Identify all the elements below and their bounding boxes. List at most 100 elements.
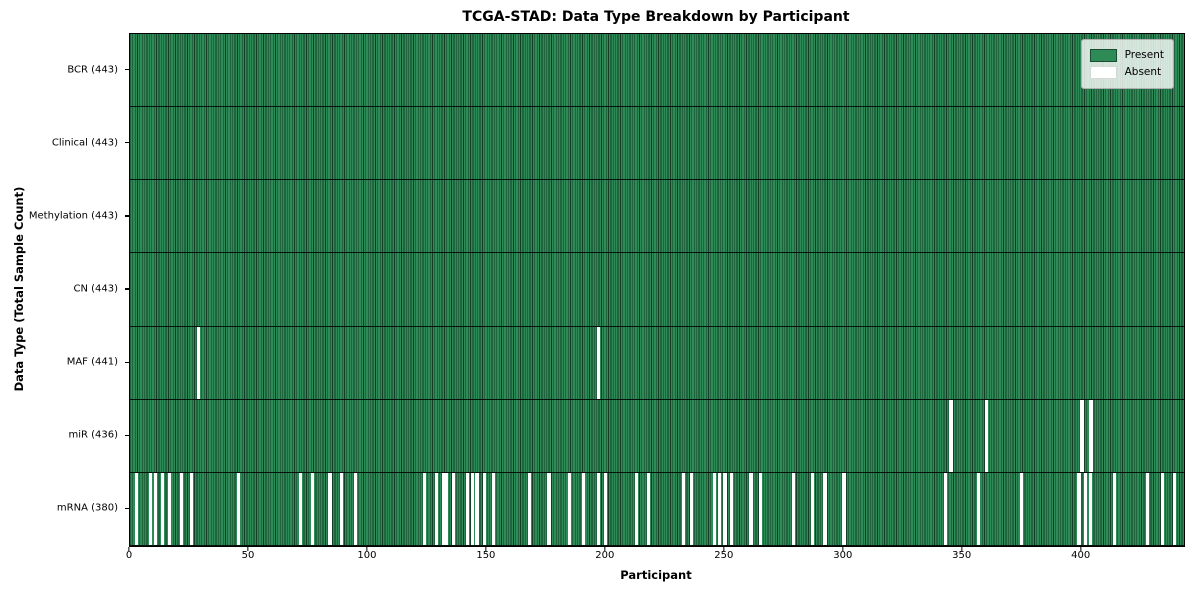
y-tick-mark-miR (125, 434, 129, 436)
absent-stripe-mRNA-135 (451, 472, 455, 545)
absent-stripe-mRNA-278 (791, 472, 795, 545)
x-tick-mark-400 (1080, 546, 1082, 551)
absent-stripe-mRNA-374 (1020, 472, 1024, 545)
chart-title: TCGA-STAD: Data Type Breakdown by Partic… (462, 9, 850, 25)
x-tick-mark-100 (366, 546, 368, 551)
absent-stripe-mRNA-212 (634, 472, 638, 545)
x-tick-mark-50 (247, 546, 249, 551)
absent-stripe-mRNA-94 (354, 472, 358, 545)
heatmap-row-mRNA (130, 472, 1184, 546)
absent-stripe-mRNA-25 (189, 472, 193, 545)
absent-stripe-mRNA-21 (180, 472, 184, 545)
y-tick-label-miR: miR (436) (68, 429, 118, 441)
y-tick-mark-mRNA (125, 507, 129, 510)
legend-item-absent: Absent (1089, 65, 1164, 80)
x-tick-label-350: 350 (952, 550, 972, 561)
absent-stripe-mRNA-401 (1084, 472, 1088, 545)
absent-stripe-mRNA-403 (1089, 472, 1093, 545)
plot-area: Present Absent (129, 33, 1185, 547)
x-tick-label-0: 0 (125, 550, 133, 561)
absent-stripe-mRNA-148 (482, 472, 486, 545)
absent-stripe-mRNA-76 (311, 472, 315, 545)
absent-stripe-mRNA-2 (135, 472, 139, 545)
absent-stripe-mRNA-235 (689, 472, 693, 545)
absent-stripe-mRNA-184 (568, 472, 572, 545)
absent-stripe-mRNA-128 (434, 472, 438, 545)
x-tick-mark-0 (128, 546, 130, 551)
absent-stripe-mRNA-264 (758, 472, 762, 545)
absent-stripe-mRNA-190 (582, 472, 586, 545)
absent-stripe-mRNA-299 (841, 472, 846, 545)
y-tick-mark-BCR (125, 68, 129, 71)
absent-stripe-mRNA-131 (442, 472, 449, 545)
absent-stripe-mRNA-8 (149, 472, 153, 545)
x-tick-label-100: 100 (357, 550, 377, 561)
absent-stripe-mRNA-260 (749, 472, 753, 545)
x-axis-title: Participant (620, 568, 692, 582)
absent-stripe-mRNA-232 (682, 472, 686, 545)
heatmap-row-MAF (130, 326, 1184, 400)
absent-stripe-mRNA-427 (1146, 472, 1150, 545)
absent-stripe-mRNA-413 (1113, 472, 1117, 545)
x-tick-label-150: 150 (476, 550, 496, 561)
x-tick-mark-200 (604, 546, 606, 551)
x-tick-mark-300 (842, 546, 844, 551)
absent-stripe-mRNA-196 (596, 472, 600, 545)
y-tick-label-CN: CN (443) (73, 283, 118, 295)
y-tick-mark-CN (125, 288, 129, 290)
absent-stripe-mRNA-167 (527, 472, 531, 545)
absent-stripe-miR-403 (1089, 399, 1094, 472)
absent-stripe-MAF-196 (596, 326, 600, 399)
absent-stripe-mRNA-438 (1172, 472, 1177, 545)
absent-stripe-mRNA-286 (810, 472, 814, 545)
heatmap-row-Methylation (130, 180, 1184, 254)
absent-stripe-mRNA-247 (718, 472, 722, 545)
absent-stripe-miR-399 (1079, 399, 1084, 472)
absent-stripe-miR-359 (984, 399, 988, 472)
y-tick-label-BCR: BCR (443) (67, 64, 118, 76)
absent-stripe-mRNA-143 (470, 472, 474, 545)
absent-stripe-mRNA-249 (722, 472, 727, 545)
y-tick-label-mRNA: mRNA (380) (56, 502, 118, 514)
x-tick-mark-350 (961, 546, 963, 551)
x-tick-label-400: 400 (1071, 550, 1091, 561)
absent-stripe-mRNA-398 (1077, 472, 1082, 545)
y-tick-mark-Clinical (125, 142, 129, 144)
x-tick-label-300: 300 (833, 550, 853, 561)
absent-stripe-mRNA-88 (339, 472, 343, 545)
y-tick-label-MAF: MAF (441) (66, 356, 118, 368)
absent-stripe-mRNA-16 (168, 472, 172, 545)
absent-stripe-mRNA-83 (327, 472, 332, 545)
x-tick-label-250: 250 (714, 550, 734, 561)
legend-swatch-present-icon (1089, 49, 1117, 62)
legend-swatch-absent-icon (1089, 66, 1117, 79)
absent-stripe-mRNA-13 (161, 472, 165, 545)
heatmap-row-Clinical (130, 107, 1184, 181)
absent-stripe-mRNA-123 (423, 472, 427, 545)
y-tick-mark-Methylation (125, 215, 129, 217)
absent-stripe-mRNA-245 (713, 472, 717, 545)
y-tick-label-Clinical: Clinical (443) (51, 137, 118, 149)
absent-stripe-mRNA-356 (977, 472, 981, 545)
absent-stripe-mRNA-45 (237, 472, 241, 545)
legend-label-absent: Absent (1124, 66, 1162, 78)
absent-stripe-mRNA-145 (475, 472, 480, 545)
absent-stripe-mRNA-175 (546, 472, 551, 545)
absent-stripe-mRNA-152 (492, 472, 496, 545)
y-tick-label-Methylation: Methylation (443) (28, 210, 118, 222)
absent-stripe-mRNA-291 (822, 472, 827, 545)
absent-stripe-miR-344 (948, 399, 953, 472)
x-tick-label-50: 50 (241, 550, 255, 561)
absent-stripe-mRNA-71 (299, 472, 303, 545)
absent-stripe-mRNA-433 (1160, 472, 1164, 545)
heatmap-row-BCR (130, 34, 1184, 108)
x-tick-label-200: 200 (595, 550, 615, 561)
legend-label-present: Present (1124, 49, 1164, 61)
legend-item-present: Present (1089, 48, 1164, 63)
legend: Present Absent (1080, 39, 1174, 89)
absent-stripe-mRNA-199 (603, 472, 607, 545)
x-tick-mark-150 (485, 546, 487, 551)
heatmap-row-miR (130, 399, 1184, 473)
absent-stripe-mRNA-217 (646, 472, 650, 545)
